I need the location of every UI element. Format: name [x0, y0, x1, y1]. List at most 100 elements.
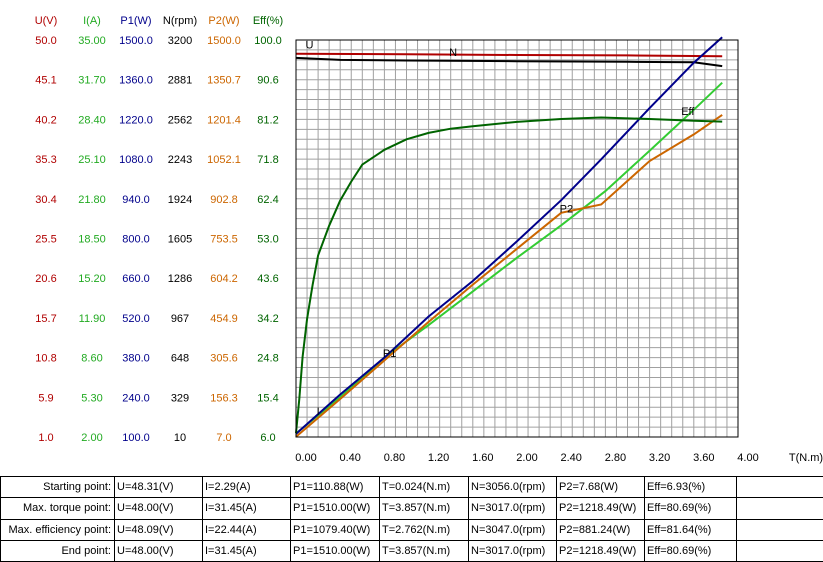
y-scale-label: 1201.4	[207, 114, 241, 126]
y-scale-label: 1080.0	[119, 154, 153, 166]
y-scale-label: 940.0	[122, 194, 150, 206]
y-scale-label: 240.0	[122, 392, 150, 404]
y-scale-label: 5.30	[81, 392, 102, 404]
summary-cell: U=48.31(V)	[114, 475, 203, 499]
x-tick-label: 2.00	[516, 452, 537, 464]
summary-cell: P1=1510.00(W)	[290, 497, 380, 520]
y-scale-label: 660.0	[122, 273, 150, 285]
summary-cell: Eff=80.69(%)	[644, 497, 737, 520]
y-scale-label: 800.0	[122, 234, 150, 246]
y-scale-label: 1052.1	[207, 154, 241, 166]
summary-cell: Eff=6.93(%)	[644, 475, 737, 499]
y-scale-label: 8.60	[81, 353, 102, 365]
axis-headers: U(V) I(A) P1(W) N(rpm) P2(W) Eff(%)	[35, 15, 283, 27]
summary-row: End point: U=48.00(V) I=31.45(A) P1=1510.00…	[0, 539, 823, 562]
y-scale-label: 35.00	[78, 35, 106, 47]
y-scale-label: 81.2	[257, 114, 278, 126]
summary-cell-empty	[736, 497, 823, 520]
summary-cell: T=2.762(N.m)	[379, 518, 469, 541]
x-axis-label: T(N.m)	[789, 452, 823, 464]
summary-cell: P1=1079.40(W)	[290, 518, 380, 541]
series-line-p2	[295, 114, 723, 438]
y-scale-label: 380.0	[122, 353, 150, 365]
summary-cell: N=3017.0(rpm)	[468, 497, 557, 520]
y-scale-label: 1220.0	[119, 114, 153, 126]
grid	[296, 40, 738, 437]
series-line-n	[295, 56, 723, 68]
y-scale-label: 329	[171, 392, 189, 404]
summary-cell: I=22.44(A)	[202, 518, 291, 541]
series-label-p1: P1	[383, 348, 396, 360]
summary-cell: I=31.45(A)	[202, 497, 291, 520]
y-scale-label: 10.8	[35, 353, 56, 365]
series-label-u: U	[306, 40, 314, 52]
y-scale-label: 454.9	[210, 313, 238, 325]
y-scale-label: 648	[171, 353, 189, 365]
axis-header-4: P2(W)	[208, 15, 239, 27]
summary-cell: I=2.29(A)	[202, 475, 291, 499]
summary-row: Max. torque point: U=48.00(V) I=31.45(A) P1…	[0, 497, 823, 520]
summary-cell-empty	[736, 475, 823, 499]
summary-cell: P2=7.68(W)	[556, 475, 645, 499]
series-lines	[295, 36, 723, 438]
summary-cell: Eff=81.64(%)	[644, 518, 737, 541]
y-scale-label: 15.4	[257, 392, 278, 404]
summary-row-label: Starting point:	[0, 475, 115, 499]
series-label-n: N	[449, 47, 457, 59]
summary-table: Starting point: U=48.31(V) I=2.29(A) P1=110…	[0, 475, 823, 562]
motor-performance-chart: U(V) I(A) P1(W) N(rpm) P2(W) Eff(%) 50.0 35.00…	[35, 15, 823, 464]
y-scale-label: 753.5	[210, 234, 238, 246]
y-scale-label: 1.0	[38, 432, 53, 444]
y-scale-label: 31.70	[78, 75, 106, 87]
y-scale-label: 3200	[168, 35, 192, 47]
y-scale-label: 1360.0	[119, 75, 153, 87]
series-line-u	[295, 52, 723, 58]
y-scale-label: 11.90	[79, 313, 106, 325]
y-scale-label: 7.0	[216, 432, 231, 444]
y-scale-label: 30.4	[35, 194, 56, 206]
y-scale-label: 1605	[168, 234, 192, 246]
series-line-p1	[295, 36, 723, 435]
series-labels: U N I P1 P2 Eff	[306, 40, 696, 418]
summary-cell: P2=1218.49(W)	[556, 539, 645, 562]
y-scale-label: 25.10	[78, 154, 106, 166]
y-scale-label: 35.3	[35, 154, 56, 166]
plot-frame	[295, 39, 739, 438]
x-tick-label: 0.80	[384, 452, 405, 464]
x-axis-ticks: 0.00 0.40 0.80 1.20 1.60 2.00 2.40 2.80 3.20 3.60…	[295, 452, 823, 464]
y-scale-label: 10	[174, 432, 186, 444]
y-scale-label: 28.40	[78, 114, 106, 126]
axis-header-5: Eff(%)	[253, 15, 283, 27]
y-scale-label: 5.9	[38, 392, 53, 404]
series-line-eff	[295, 116, 723, 434]
summary-cell: N=3056.0(rpm)	[468, 475, 557, 499]
summary-cell: T=3.857(N.m)	[379, 497, 469, 520]
y-scale-label: 34.2	[257, 313, 278, 325]
x-tick-label: 0.00	[295, 452, 316, 464]
y-scale-label: 604.2	[210, 273, 238, 285]
y-scale-label: 21.80	[78, 194, 106, 206]
y-scale-label: 71.8	[257, 154, 278, 166]
y-scale-label: 15.20	[78, 273, 106, 285]
x-tick-label: 4.00	[737, 452, 758, 464]
x-tick-label: 3.20	[649, 452, 670, 464]
y-scale-label: 50.0	[35, 35, 56, 47]
y-scale-label: 156.3	[210, 392, 238, 404]
axis-header-2: P1(W)	[120, 15, 151, 27]
summary-cell: P1=1510.00(W)	[290, 539, 380, 562]
y-scale-label: 40.2	[35, 114, 56, 126]
y-scale-label: 43.6	[257, 273, 278, 285]
y-scale-label: 1350.7	[207, 75, 241, 87]
x-tick-label: 2.40	[560, 452, 581, 464]
y-scale-labels: 50.0 35.00 1500.0 3200 1500.0 100.0 45.1 31.70 1…	[35, 35, 281, 444]
summary-cell: T=0.024(N.m)	[379, 475, 469, 499]
y-scale-label: 1500.0	[207, 35, 241, 47]
y-scale-label: 53.0	[257, 234, 278, 246]
y-scale-label: 18.50	[78, 234, 106, 246]
y-scale-label: 1286	[168, 273, 192, 285]
x-tick-label: 3.60	[693, 452, 714, 464]
series-label-i: I	[317, 406, 320, 418]
y-scale-label: 15.7	[35, 313, 56, 325]
summary-row-label: Max. torque point:	[0, 497, 115, 520]
y-scale-label: 2881	[168, 75, 192, 87]
